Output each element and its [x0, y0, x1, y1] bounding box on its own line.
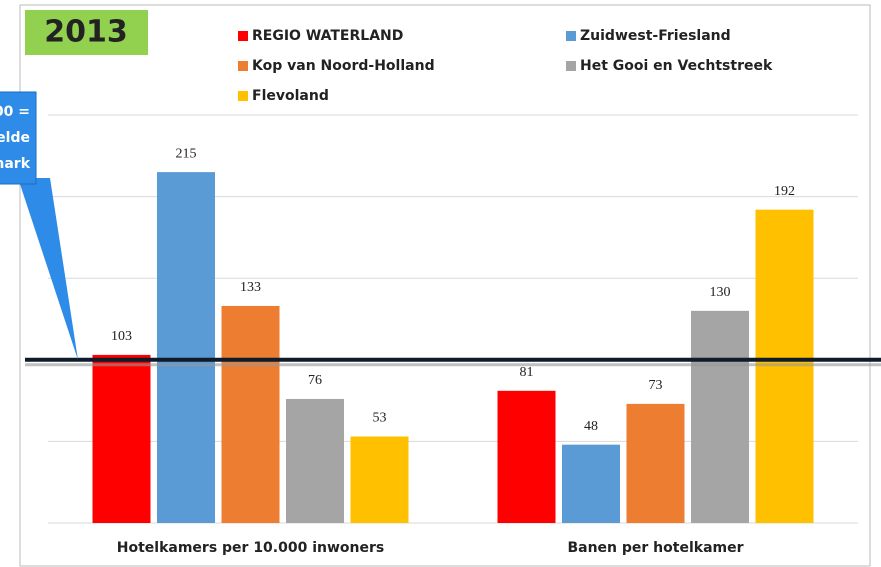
bar: [92, 354, 151, 523]
x-tick-label: Hotelkamers per 10.000 inwoners: [117, 540, 384, 556]
bar: [157, 172, 215, 523]
legend-swatch: [238, 91, 248, 101]
value-label: 73: [649, 378, 663, 393]
legend-swatch: [566, 61, 576, 71]
value-label: 103: [111, 329, 132, 344]
bar: [221, 305, 280, 523]
bar: [691, 310, 749, 523]
value-label: 48: [584, 419, 598, 434]
legend-swatch: [238, 31, 248, 41]
legend-swatch: [566, 31, 576, 41]
bar: [350, 436, 409, 523]
value-label: 192: [774, 184, 795, 199]
plot: REGIO WATERLAND Kop van Noord-Holland Flev…: [25, 28, 881, 556]
bar: [497, 390, 556, 523]
value-label: 76: [308, 373, 322, 388]
legend-label: Het Gooi en Vechtstreek: [580, 58, 773, 74]
legend-label: Kop van Noord-Holland: [252, 58, 435, 74]
value-label: 133: [240, 280, 261, 295]
value-label: 130: [710, 285, 731, 300]
legend-label: Zuidwest-Friesland: [580, 28, 731, 44]
callout-pointer: [18, 178, 78, 360]
value-label: 53: [373, 411, 387, 426]
title-box: [25, 10, 148, 55]
bar: [755, 209, 814, 523]
callout-text: 100 =: [0, 104, 30, 120]
x-tick-label: Banen per hotelkamer: [567, 540, 743, 556]
legend-label: REGIO WATERLAND: [252, 28, 403, 44]
legend-label: Flevoland: [252, 88, 329, 104]
bar: [286, 398, 344, 523]
legend-swatch: [238, 61, 248, 71]
callout-box: [0, 91, 37, 185]
chart-title: 2013: [44, 15, 128, 50]
value-label: 81: [520, 365, 534, 380]
bar: [562, 444, 620, 523]
callout-text: benchmark: [0, 156, 31, 172]
value-label: 215: [176, 146, 197, 161]
callout-text: gemiddelde: [0, 130, 30, 146]
bar: [626, 403, 685, 523]
